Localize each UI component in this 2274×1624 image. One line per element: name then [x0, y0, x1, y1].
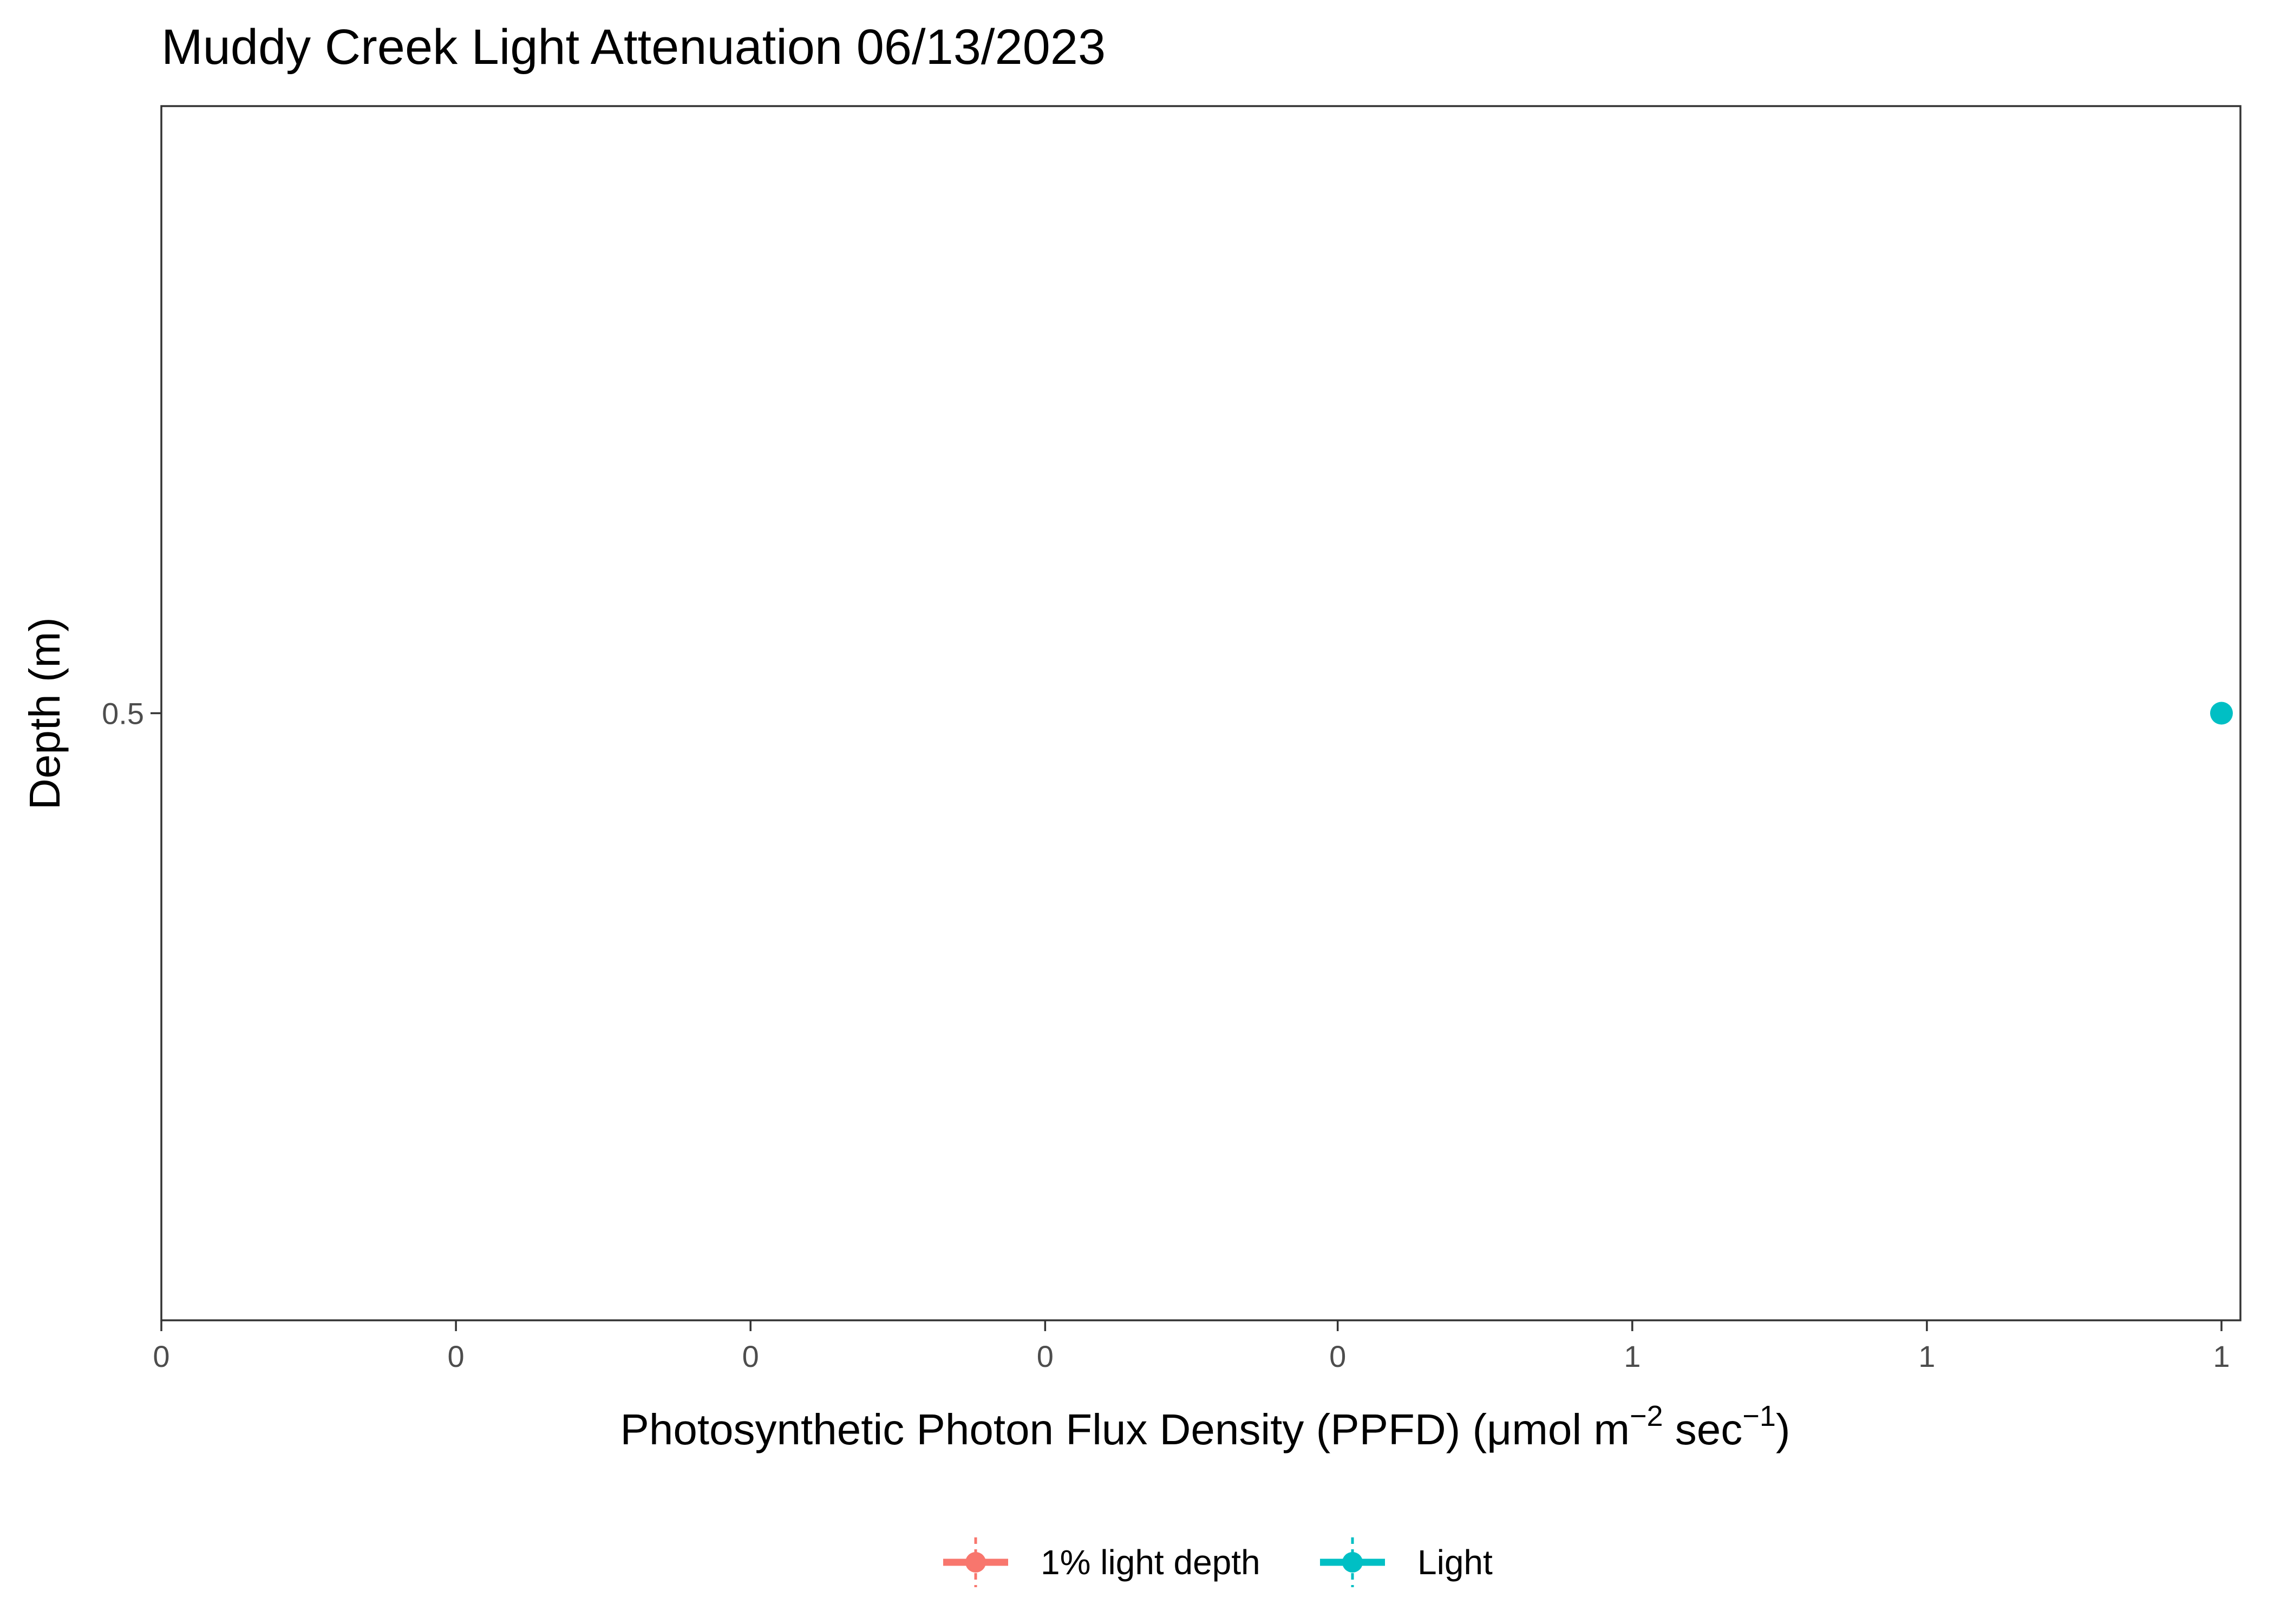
chart-title: Muddy Creek Light Attenuation 06/13/2023 — [161, 19, 1106, 75]
x-axis-title-mid: sec — [1663, 1405, 1743, 1453]
x-tick-label: 0 — [153, 1339, 169, 1373]
x-axis-title-exponent-2: −1 — [1742, 1400, 1776, 1432]
data-point-light — [2210, 702, 2233, 725]
y-axis-title: Depth (m) — [21, 617, 69, 810]
x-axis-title: Photosynthetic Photon Flux Density (PPFD… — [620, 1400, 1790, 1453]
legend: 1% light depth Light — [943, 1537, 1493, 1587]
y-tick-label: 0.5 — [102, 697, 144, 731]
x-tick-label: 0 — [1329, 1339, 1346, 1373]
x-axis-title-end: ) — [1776, 1405, 1791, 1453]
legend-label-1pct-light-depth: 1% light depth — [1041, 1543, 1260, 1582]
legend-item-1pct-light-depth: 1% light depth — [943, 1537, 1260, 1587]
legend-key-point-light — [1342, 1552, 1363, 1573]
y-axis-ticks: 0.5 — [102, 697, 161, 731]
legend-label-light: Light — [1417, 1543, 1493, 1582]
x-tick-label: 1 — [1918, 1339, 1935, 1373]
plot-panel — [160, 105, 2242, 1321]
x-axis-title-main: Photosynthetic Photon Flux Density (PPFD… — [620, 1405, 1630, 1453]
x-tick-label: 1 — [1624, 1339, 1641, 1373]
x-axis-ticks: 0 0 0 0 0 1 1 1 — [153, 1320, 2230, 1373]
legend-key-point-1pct-light-depth — [965, 1552, 986, 1573]
x-tick-label: 0 — [448, 1339, 465, 1373]
legend-item-light: Light — [1320, 1537, 1493, 1587]
x-tick-label: 0 — [1037, 1339, 1054, 1373]
x-axis-title-exponent-1: −2 — [1630, 1400, 1663, 1432]
data-points — [2210, 702, 2233, 725]
x-tick-label: 1 — [2213, 1339, 2230, 1373]
x-tick-label: 0 — [742, 1339, 759, 1373]
